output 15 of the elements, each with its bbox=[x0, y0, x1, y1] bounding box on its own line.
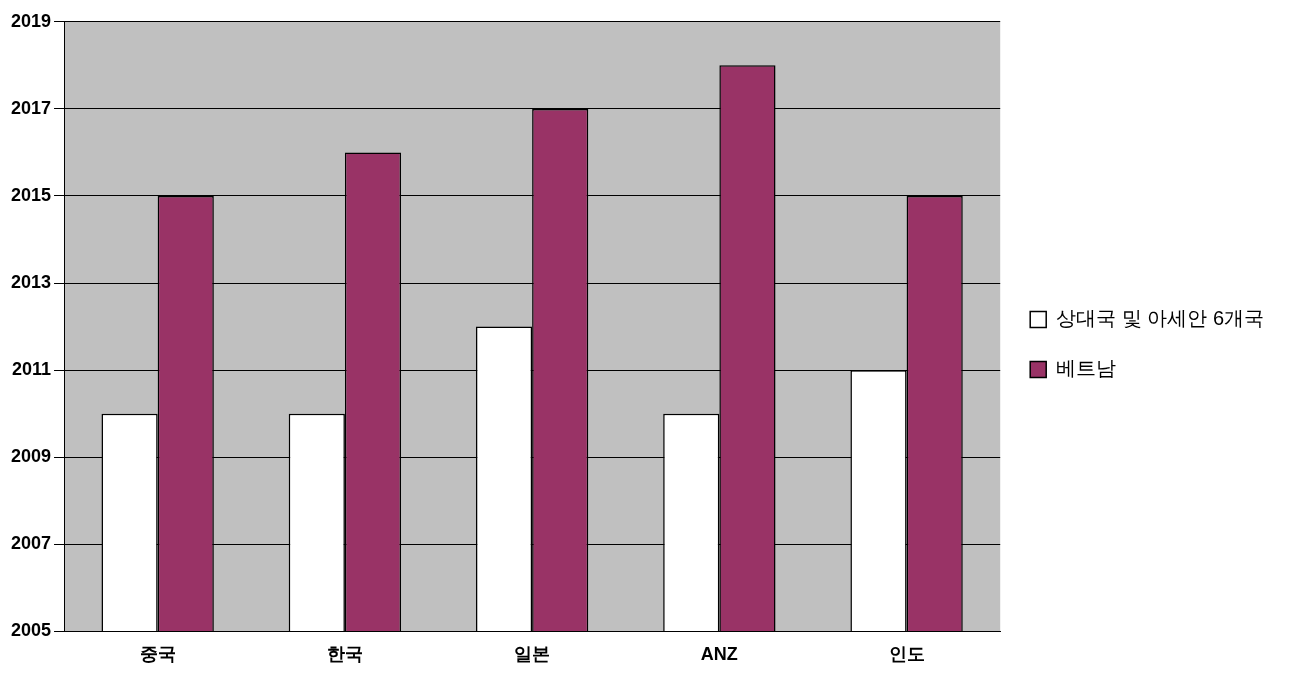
y-tick-label: 2015 bbox=[11, 184, 52, 205]
x-tick-label: 중국 bbox=[139, 644, 176, 665]
legend-label: 상대국 및 아세안 6개국 bbox=[1056, 307, 1264, 330]
y-tick-label: 2009 bbox=[11, 446, 52, 467]
y-tick-label: 2013 bbox=[11, 272, 52, 293]
y-tick-label: 2007 bbox=[11, 533, 52, 554]
y-tick-label: 2017 bbox=[11, 97, 52, 118]
x-tick-label: ANZ bbox=[700, 644, 738, 665]
x-tick-label: 한국 bbox=[326, 644, 363, 665]
x-tick-label: 인도 bbox=[888, 644, 925, 665]
y-tick-label: 2011 bbox=[11, 359, 52, 380]
y-tick-label: 2005 bbox=[11, 620, 52, 641]
x-tick-label: 일본 bbox=[514, 644, 551, 665]
legend-label: 베트남 bbox=[1056, 357, 1117, 380]
y-tick-label: 2019 bbox=[11, 10, 52, 31]
